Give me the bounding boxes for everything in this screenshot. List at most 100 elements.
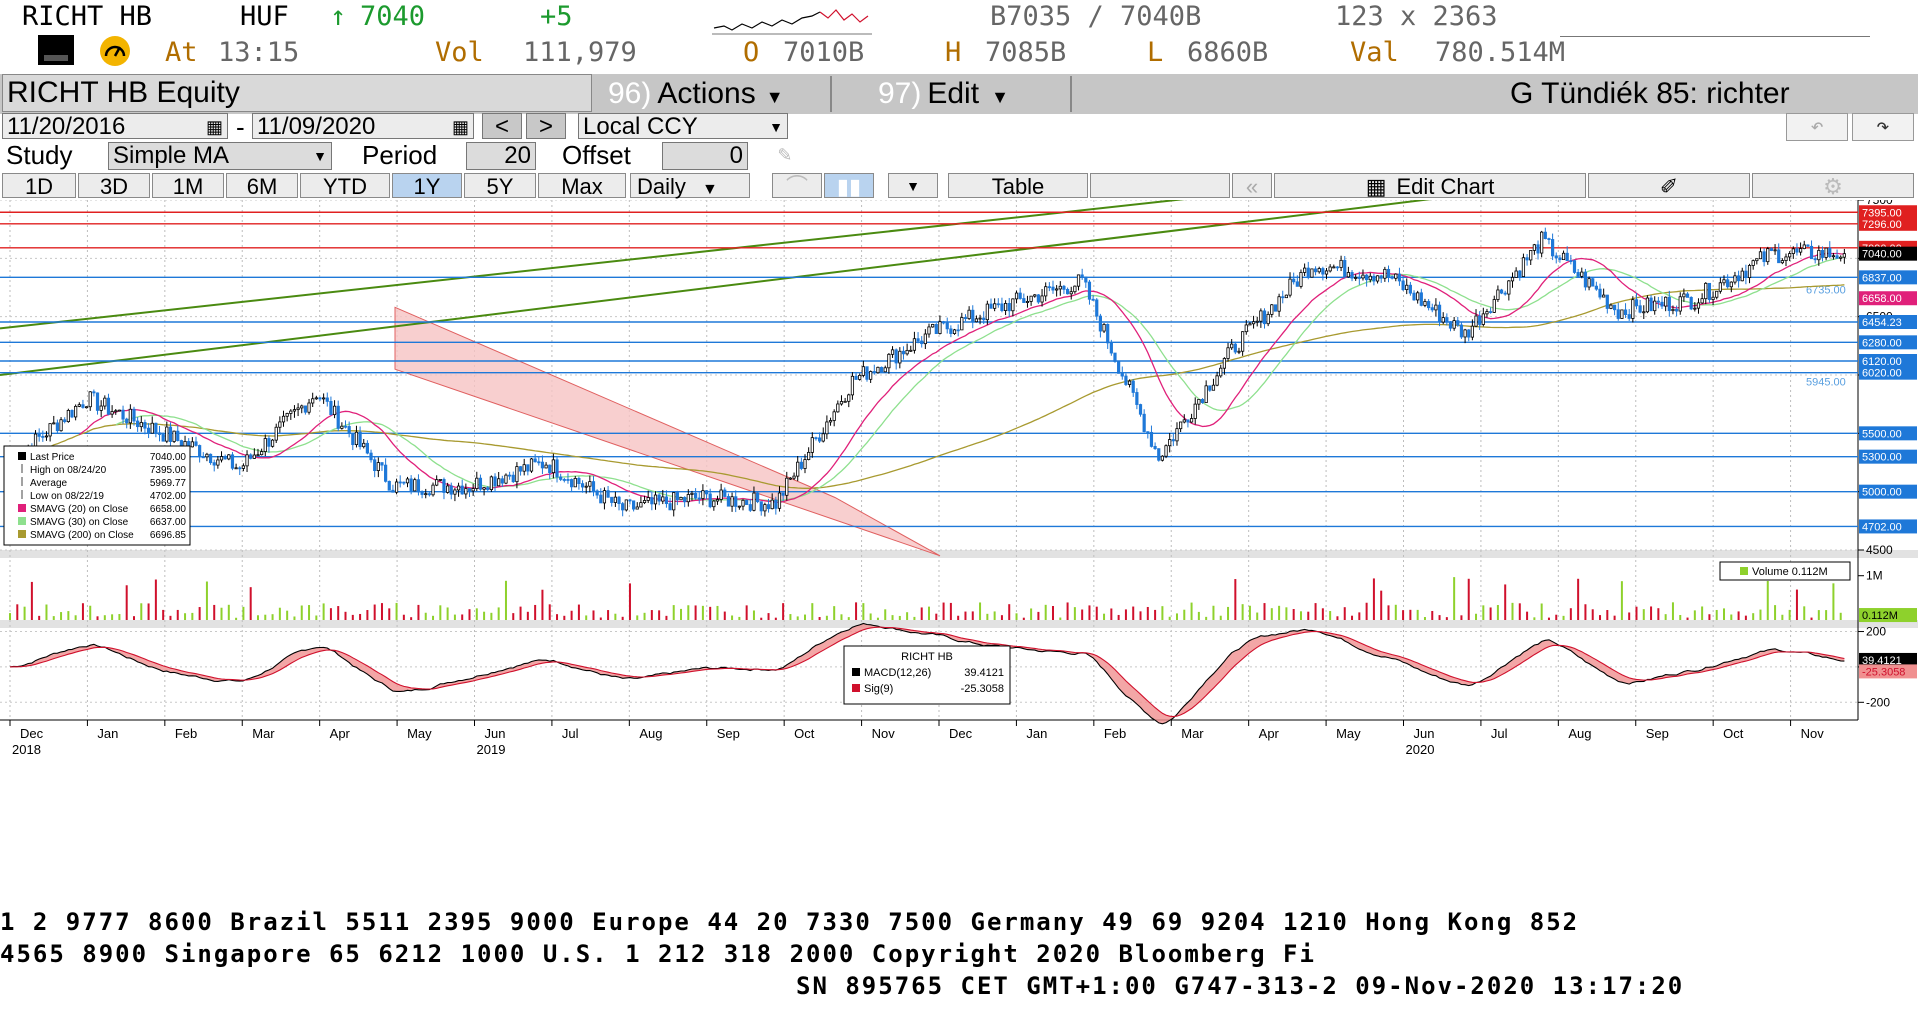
candle-body — [1036, 294, 1041, 303]
gear-icon[interactable]: ⚙ — [1752, 173, 1914, 199]
offset-input[interactable]: 0 — [662, 142, 748, 170]
candle-body — [1802, 244, 1806, 250]
candle-body — [1456, 320, 1460, 326]
volume-bar — [1759, 609, 1762, 620]
candle-chart-icon[interactable]: ▮▮ — [824, 173, 874, 199]
candle-body — [518, 466, 523, 472]
legend-label: SMAVG (20) on Close — [30, 504, 129, 515]
candle-body — [1758, 251, 1763, 260]
volume-bar — [672, 605, 675, 620]
candle-body — [1561, 252, 1566, 261]
candle-body — [679, 497, 683, 501]
period-input[interactable]: 20 — [466, 142, 536, 170]
actions-menu[interactable]: 96) Actions ▼ — [608, 76, 784, 112]
volume-bar — [1241, 604, 1244, 620]
volume-bar — [979, 602, 982, 620]
terminal-icon[interactable] — [38, 35, 74, 65]
gauge-icon[interactable] — [100, 36, 130, 66]
candle-body — [1667, 296, 1671, 312]
macd-histogram-fill — [10, 623, 1845, 724]
end-date-field[interactable]: 11/09/2020 ▦ — [252, 113, 474, 140]
prev-period-button[interactable]: < — [482, 113, 522, 140]
candle-body — [1565, 252, 1569, 262]
candle-body — [1795, 248, 1799, 253]
candle-body — [963, 317, 968, 320]
currency-dropdown[interactable]: Local CCY ▼ — [578, 113, 788, 140]
redo-icon[interactable]: ↷ — [1852, 113, 1914, 141]
level-tag — [1859, 216, 1917, 231]
x-tick-label: Jul — [1491, 726, 1508, 741]
chart-area[interactable]: Dec Jan Feb Mar Apr May Jun Jul Aug Sep Oct Nov Dec J… — [0, 200, 1918, 920]
candle-body — [1160, 455, 1164, 461]
volume-legend-swatch — [1740, 567, 1748, 575]
candle-body — [1208, 385, 1212, 391]
volume-bar — [1103, 613, 1106, 620]
line-chart-icon[interactable]: ⌒ — [772, 173, 822, 199]
calendar-icon[interactable]: ▦ — [205, 117, 223, 137]
x-tick-label: Apr — [1259, 726, 1280, 741]
volume-bar — [118, 614, 121, 620]
volume-bar — [337, 606, 340, 620]
candle-body — [847, 394, 851, 402]
candle-body — [814, 437, 818, 440]
frequency-dropdown[interactable]: Daily ▼ — [630, 173, 750, 199]
range-button-5y[interactable]: 5Y — [464, 173, 536, 199]
x-tick-label: Sep — [1646, 726, 1669, 741]
candle-body — [99, 405, 103, 411]
candle-body — [1251, 321, 1256, 325]
annotate-icon[interactable]: ✐ — [1588, 173, 1750, 199]
candle-body — [1492, 299, 1496, 313]
candle-body — [435, 479, 439, 486]
range-button-max[interactable]: Max — [538, 173, 626, 199]
currency: HUF — [240, 1, 289, 32]
range-button-3d[interactable]: 3D — [78, 173, 150, 199]
news-ticker[interactable]: G Tündiék 85: richter — [1510, 77, 1790, 110]
volume-bar — [1431, 610, 1434, 620]
candle-body — [770, 499, 774, 510]
candle-body — [876, 366, 880, 374]
table-button[interactable]: Table — [948, 173, 1088, 199]
study-dropdown[interactable]: Simple MA ▼ — [108, 142, 332, 170]
chart-type-chevron-icon[interactable]: ▼ — [888, 173, 938, 198]
collapse-icon[interactable]: « — [1232, 173, 1272, 199]
candle-body — [358, 431, 362, 448]
candle-body — [715, 499, 720, 502]
start-date-field[interactable]: 11/20/2016 ▦ — [2, 113, 228, 140]
volume-bar — [1030, 608, 1033, 620]
candle-body — [198, 445, 202, 458]
blank-button[interactable] — [1090, 173, 1230, 198]
signal-last-tag — [1859, 664, 1917, 679]
volume-bar — [1124, 609, 1127, 620]
legend-value: 4702.00 — [150, 491, 187, 502]
range-button-ytd[interactable]: YTD — [300, 173, 390, 199]
volume-bar — [599, 617, 602, 620]
signal-legend-label: Sig(9) — [864, 683, 893, 695]
undo-icon[interactable]: ↶ — [1786, 113, 1848, 141]
volume-bar — [1146, 606, 1149, 620]
volume-bar — [1154, 609, 1157, 620]
candle-body — [1266, 313, 1270, 325]
pencil-icon[interactable]: ✎ — [778, 142, 792, 167]
volume-bar — [16, 604, 19, 620]
next-period-button[interactable]: > — [526, 113, 566, 140]
candle-body — [1354, 277, 1358, 279]
edit-chart-button[interactable]: ▦ Edit Chart — [1274, 173, 1586, 199]
range-button-1y[interactable]: 1Y — [392, 173, 462, 199]
volume-bar — [1467, 578, 1470, 620]
volume-bar — [1095, 606, 1098, 620]
volume-bar — [38, 615, 41, 620]
calendar-icon[interactable]: ▦ — [451, 117, 469, 137]
range-button-1m[interactable]: 1M — [152, 173, 224, 199]
range-button-6m[interactable]: 6M — [226, 173, 298, 199]
candle-body — [482, 487, 486, 490]
candle-body — [1540, 231, 1544, 254]
actions-number: 96) — [608, 77, 652, 110]
range-button-1d[interactable]: 1D — [2, 173, 76, 199]
edit-menu[interactable]: 97) Edit ▼ — [878, 76, 1009, 112]
security-title[interactable]: RICHT HB Equity — [2, 74, 592, 112]
candle-body — [1386, 268, 1391, 277]
candle-body — [1313, 268, 1318, 273]
volume-bar — [366, 610, 369, 620]
x-tick-label: Jul — [562, 726, 579, 741]
candle-body — [387, 480, 391, 491]
